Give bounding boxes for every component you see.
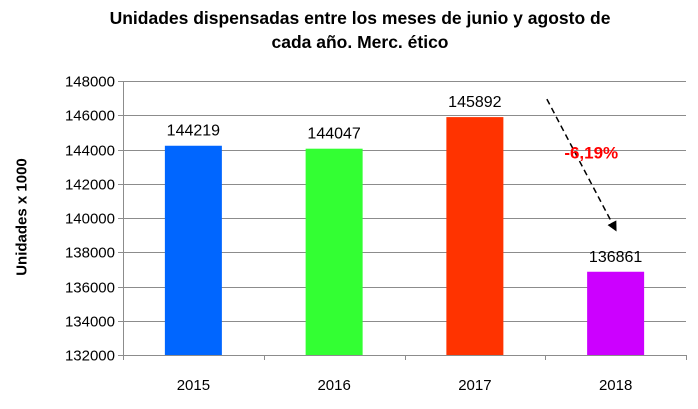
y-tick-label: 136000 — [65, 280, 115, 297]
y-tick-label: 140000 — [65, 211, 115, 228]
x-tick-label-2016: 2016 — [317, 377, 350, 394]
y-tick-label: 134000 — [65, 314, 115, 331]
labels: 144219 2015 144047 2016 145892 2017 136861 2018 — [167, 94, 643, 394]
y-tick-label: 142000 — [65, 177, 115, 194]
bars — [164, 117, 645, 355]
data-label-2016: 144047 — [307, 126, 360, 143]
y-tick-label: 132000 — [65, 348, 115, 365]
bar-2018 — [587, 271, 645, 355]
bar-2015 — [164, 145, 222, 355]
chart-title-line-2: cada año. Merc. ético — [271, 32, 449, 52]
annotation-arrow — [546, 98, 617, 232]
chart-title: Unidades dispensadas entre los meses de … — [60, 6, 660, 54]
bar-2017 — [446, 117, 504, 355]
annotation-percent-change: -6,19% — [564, 143, 618, 162]
y-tick-label: 144000 — [65, 143, 115, 160]
annotation: -6,19% — [546, 98, 618, 232]
x-tick-label-2017: 2017 — [458, 377, 491, 394]
y-tick-label: 146000 — [65, 108, 115, 125]
x-tick-label-2018: 2018 — [599, 377, 632, 394]
bar-2016 — [305, 148, 363, 355]
axes: 132000 134000 136000 138000 140000 142000 1440… — [65, 74, 687, 365]
y-tick-label: 148000 — [65, 74, 115, 91]
data-label-2018: 136861 — [589, 249, 642, 266]
y-tick-label: 138000 — [65, 245, 115, 262]
x-tick-label-2015: 2015 — [177, 377, 210, 394]
data-label-2015: 144219 — [167, 123, 220, 140]
data-label-2017: 145892 — [448, 94, 501, 111]
chart-title-line-1: Unidades dispensadas entre los meses de … — [109, 8, 611, 28]
